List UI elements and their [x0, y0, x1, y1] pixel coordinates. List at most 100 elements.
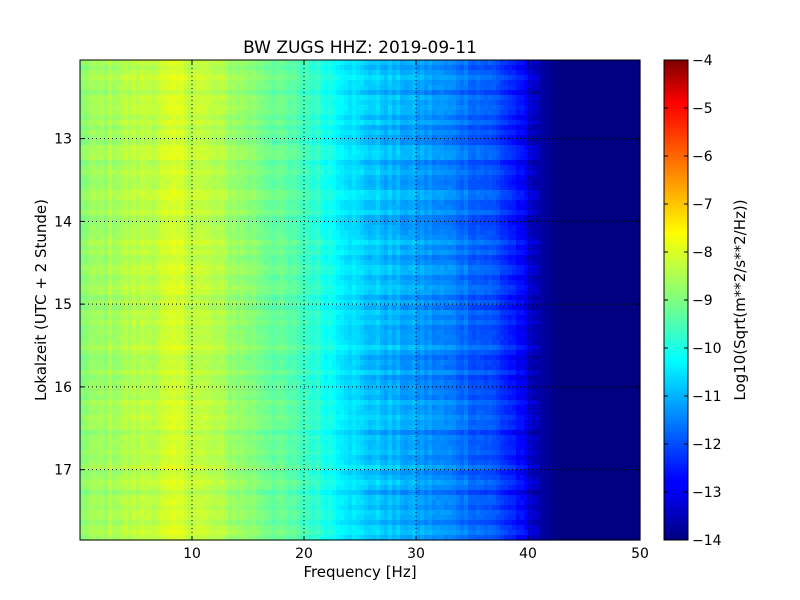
- heatmap-cell: [140, 200, 145, 206]
- heatmap-cell: [560, 200, 565, 206]
- heatmap-cell: [436, 210, 441, 216]
- heatmap-cell: [588, 155, 593, 161]
- heatmap-cell: [288, 100, 293, 106]
- heatmap-cell: [80, 125, 85, 131]
- heatmap-cell: [600, 225, 605, 231]
- heatmap-cell: [612, 110, 617, 116]
- heatmap-cell: [228, 165, 233, 171]
- heatmap-cell: [152, 140, 157, 146]
- heatmap-cell: [636, 165, 641, 171]
- heatmap-cell: [284, 100, 289, 106]
- heatmap-cell: [564, 140, 569, 146]
- heatmap-cell: [432, 195, 437, 201]
- heatmap-cell: [144, 230, 149, 236]
- heatmap-cell: [524, 205, 529, 211]
- heatmap-cell: [156, 215, 161, 221]
- heatmap-cell: [460, 105, 465, 111]
- heatmap-cell: [272, 110, 277, 116]
- heatmap-cell: [152, 75, 157, 81]
- heatmap-cell: [440, 220, 445, 226]
- heatmap-cell: [472, 70, 477, 76]
- heatmap-cell: [80, 190, 85, 196]
- heatmap-cell: [512, 75, 517, 81]
- heatmap-cell: [428, 110, 433, 116]
- heatmap-cell: [452, 110, 457, 116]
- heatmap-cell: [116, 70, 121, 76]
- heatmap-cell: [504, 220, 509, 226]
- heatmap-cell: [84, 85, 89, 91]
- heatmap-cell: [600, 70, 605, 76]
- heatmap-cell: [516, 115, 521, 121]
- heatmap-cell: [296, 75, 301, 81]
- heatmap-cell: [352, 235, 357, 241]
- heatmap-cell: [580, 65, 585, 71]
- heatmap-cell: [308, 145, 313, 151]
- heatmap-cell: [604, 70, 609, 76]
- heatmap-cell: [628, 165, 633, 171]
- heatmap-cell: [236, 90, 241, 96]
- heatmap-cell: [268, 235, 273, 241]
- heatmap-cell: [608, 95, 613, 101]
- heatmap-cell: [196, 225, 201, 231]
- heatmap-cell: [112, 110, 117, 116]
- heatmap-cell: [400, 65, 405, 71]
- heatmap-cell: [196, 130, 201, 136]
- heatmap-cell: [480, 130, 485, 136]
- heatmap-cell: [588, 80, 593, 86]
- heatmap-cell: [100, 75, 105, 81]
- heatmap-cell: [328, 165, 333, 171]
- heatmap-cell: [568, 230, 573, 236]
- heatmap-cell: [224, 175, 229, 181]
- heatmap-cell: [380, 215, 385, 221]
- heatmap-cell: [384, 145, 389, 151]
- heatmap-cell: [268, 80, 273, 86]
- heatmap-cell: [596, 90, 601, 96]
- heatmap-cell: [388, 225, 393, 231]
- heatmap-cell: [416, 75, 421, 81]
- heatmap-cell: [300, 60, 305, 66]
- heatmap-cell: [160, 190, 165, 196]
- heatmap-cell: [252, 160, 257, 166]
- heatmap-cell: [168, 95, 173, 101]
- heatmap-cell: [508, 130, 513, 136]
- heatmap-cell: [248, 105, 253, 111]
- heatmap-cell: [224, 120, 229, 126]
- heatmap-cell: [352, 85, 357, 91]
- heatmap-cell: [624, 75, 629, 81]
- heatmap-cell: [272, 90, 277, 96]
- heatmap-cell: [128, 205, 133, 211]
- heatmap-cell: [212, 95, 217, 101]
- heatmap-cell: [552, 65, 557, 71]
- heatmap-cell: [416, 175, 421, 181]
- heatmap-cell: [456, 190, 461, 196]
- heatmap-cell: [484, 130, 489, 136]
- heatmap-cell: [352, 225, 357, 231]
- heatmap-cell: [204, 220, 209, 226]
- heatmap-cell: [500, 95, 505, 101]
- heatmap-cell: [80, 135, 85, 141]
- heatmap-cell: [356, 135, 361, 141]
- heatmap-cell: [324, 95, 329, 101]
- heatmap-cell: [636, 75, 641, 81]
- heatmap-cell: [240, 200, 245, 206]
- heatmap-cell: [352, 155, 357, 161]
- heatmap-cell: [236, 215, 241, 221]
- heatmap-cell: [560, 85, 565, 91]
- heatmap-cell: [544, 130, 549, 136]
- heatmap-cell: [276, 110, 281, 116]
- heatmap-cell: [156, 130, 161, 136]
- heatmap-cell: [376, 95, 381, 101]
- heatmap-cell: [256, 190, 261, 196]
- heatmap-cell: [304, 190, 309, 196]
- heatmap-cell: [304, 105, 309, 111]
- heatmap-cell: [248, 215, 253, 221]
- heatmap-cell: [332, 115, 337, 121]
- heatmap-cell: [532, 70, 537, 76]
- heatmap-cell: [84, 205, 89, 211]
- heatmap-cell: [180, 185, 185, 191]
- heatmap-cell: [252, 140, 257, 146]
- heatmap-cell: [256, 175, 261, 181]
- heatmap-cell: [184, 160, 189, 166]
- heatmap-cell: [436, 195, 441, 201]
- heatmap-cell: [96, 145, 101, 151]
